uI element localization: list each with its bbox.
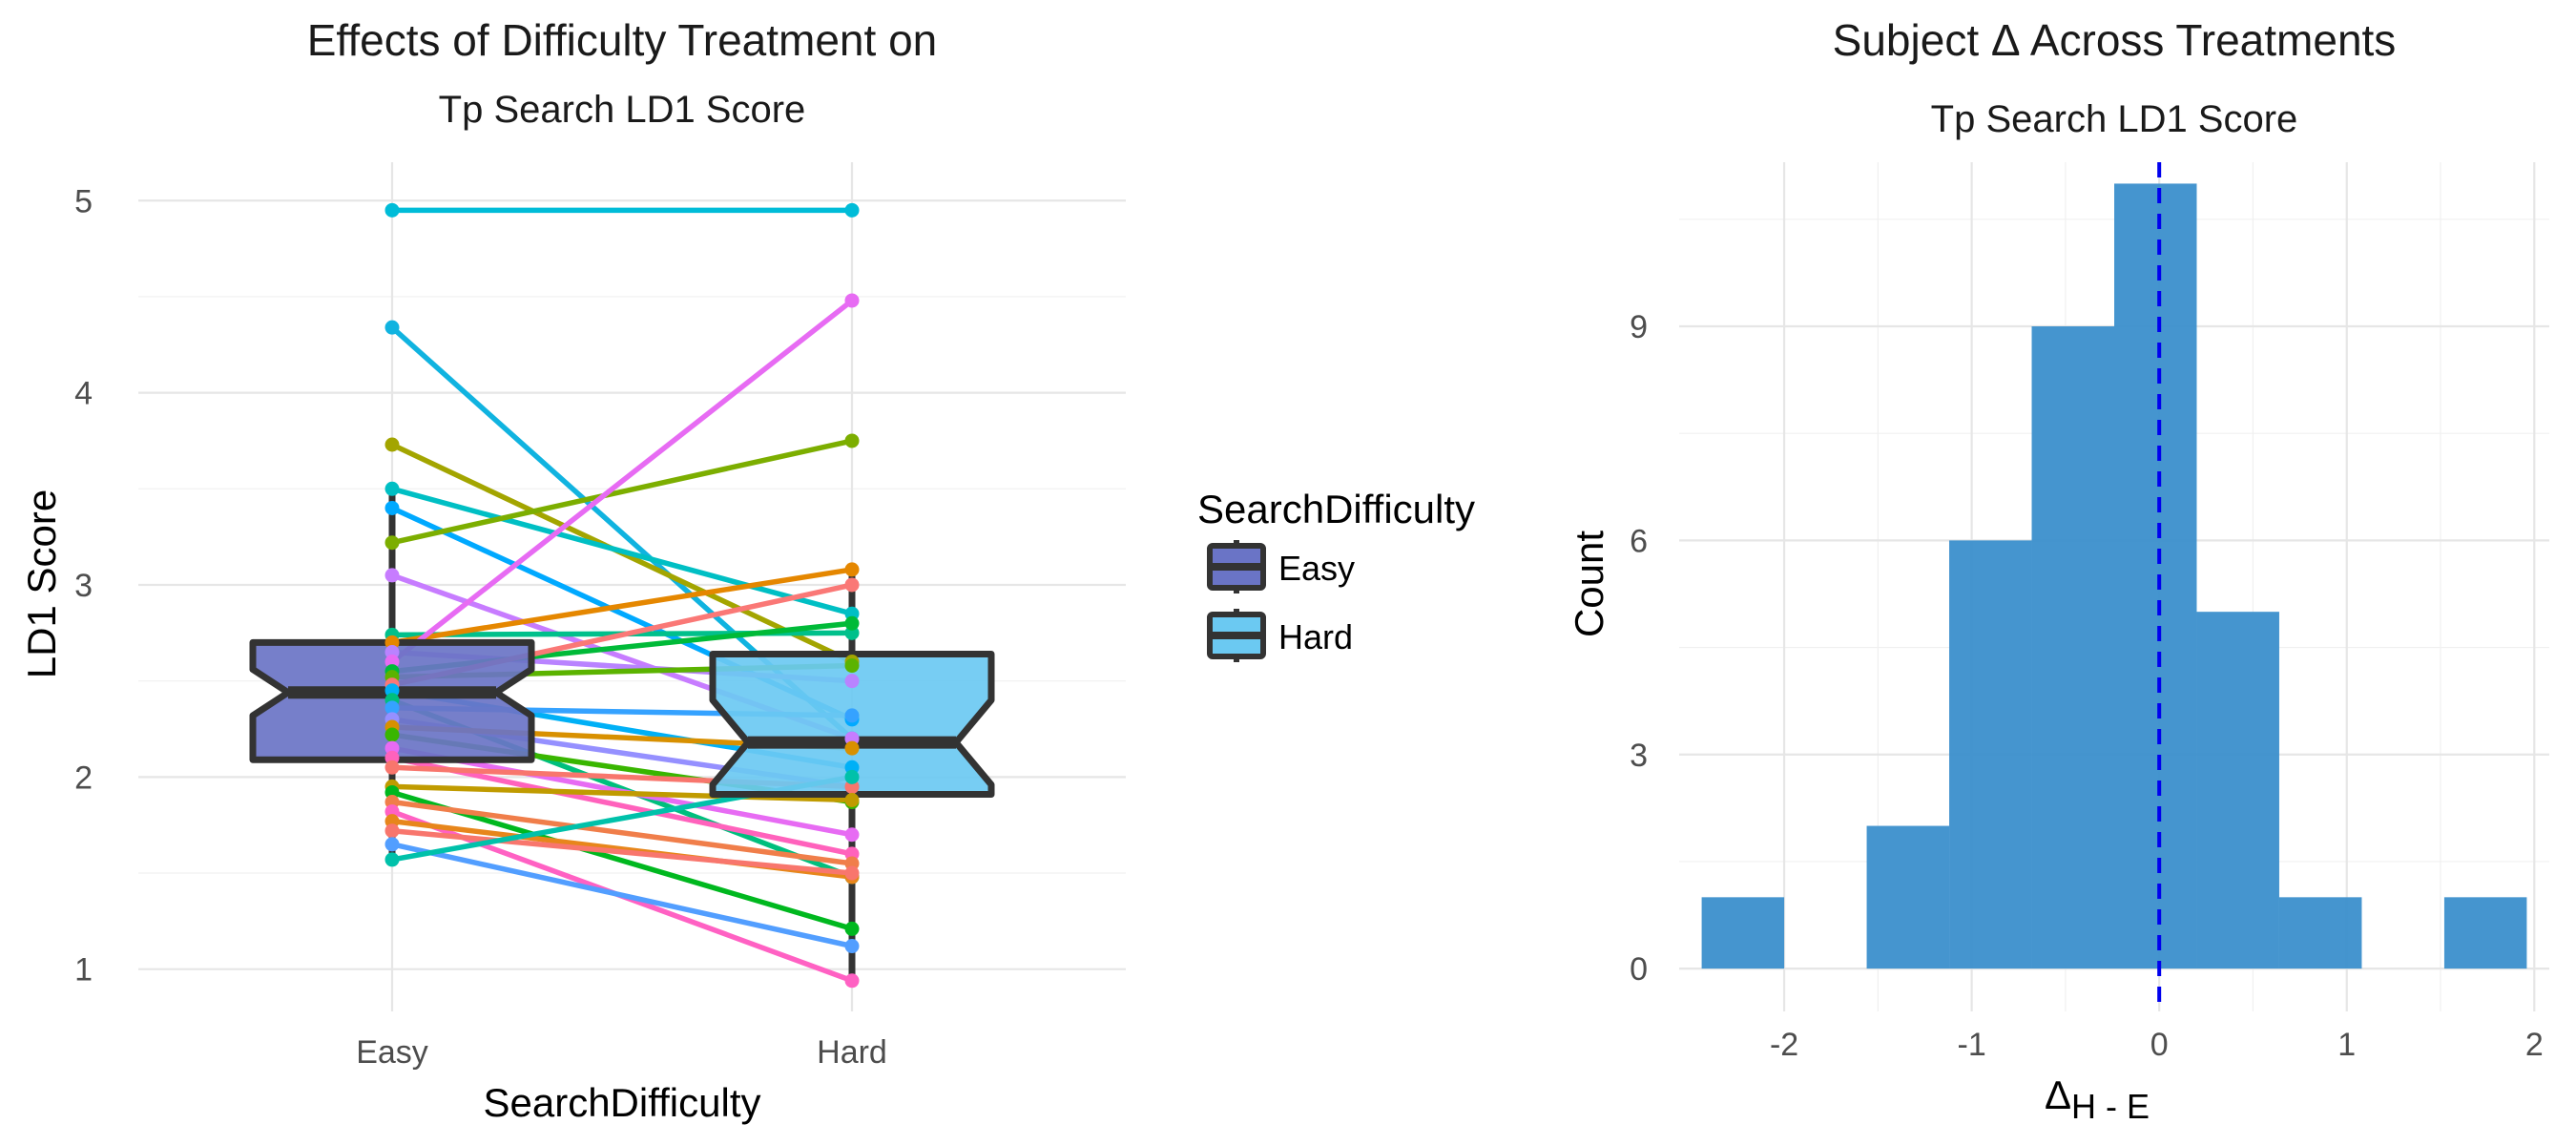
subject-line — [389, 783, 855, 803]
subject-line — [389, 567, 855, 646]
histogram-bar — [2114, 183, 2197, 969]
point-hard — [844, 921, 860, 936]
x-tick-label: 0 — [2150, 1027, 2169, 1063]
histogram-bar — [2443, 897, 2527, 969]
histogram-bar — [2196, 612, 2279, 969]
point-hard — [844, 708, 860, 723]
y-tick-label: 2 — [74, 760, 93, 796]
point-hard — [844, 202, 860, 218]
boxplot-panel: Effects of Difficulty Treatment on Tp Se… — [19, 15, 1126, 1125]
y-tick-label: 1 — [74, 952, 93, 989]
histogram-bars — [1701, 183, 2527, 969]
point-easy — [384, 700, 400, 716]
x-tick-label: 1 — [2337, 1027, 2356, 1063]
y-tick-label: 5 — [74, 183, 93, 219]
delta-symbol: Δ — [2045, 1072, 2071, 1117]
boxplot-y-axis-title: LD1 Score — [19, 489, 64, 678]
histogram-subtitle: Tp Search LD1 Score — [1931, 98, 2298, 140]
histogram-x-axis-title: ΔH - E — [2045, 1072, 2150, 1126]
point-easy — [384, 437, 400, 452]
point-easy — [384, 535, 400, 551]
y-tick-label: 3 — [1630, 738, 1648, 774]
point-hard — [844, 865, 860, 881]
y-tick-label: 6 — [1630, 523, 1648, 559]
legend-label-easy: Easy — [1278, 549, 1355, 588]
subject-line — [389, 789, 855, 932]
y-tick-label: 9 — [1630, 309, 1648, 345]
point-hard — [844, 674, 860, 689]
boxplot-title: Effects of Difficulty Treatment on — [307, 15, 938, 65]
point-hard — [844, 827, 860, 843]
point-hard — [844, 562, 860, 577]
boxplot-y-ticks: 1 2 3 4 5 — [74, 183, 93, 988]
point-hard — [844, 615, 860, 631]
x-tick-label: Hard — [817, 1034, 887, 1071]
point-hard — [844, 740, 860, 756]
x-tick-label: 2 — [2525, 1027, 2544, 1063]
x-tick-label: Easy — [356, 1034, 428, 1071]
point-hard — [844, 973, 860, 989]
histogram-y-ticks: 0 3 6 9 — [1630, 309, 1648, 988]
subject-line — [389, 298, 855, 665]
x-tick-label: -1 — [1958, 1027, 1986, 1063]
y-tick-label: 0 — [1630, 951, 1648, 988]
histogram-bar — [1866, 825, 1950, 969]
point-easy — [384, 320, 400, 335]
histogram-x-ticks: -2 -1 0 1 2 — [1770, 1027, 2544, 1063]
point-easy — [384, 568, 400, 583]
point-easy — [384, 760, 400, 775]
y-tick-label: 4 — [74, 376, 93, 412]
subject-line — [389, 799, 855, 866]
boxplot-gridlines — [138, 162, 1126, 1011]
point-hard — [844, 769, 860, 784]
delta-subscript: H - E — [2071, 1087, 2150, 1126]
legend-title: SearchDifficulty — [1197, 487, 1475, 531]
point-hard — [844, 793, 860, 808]
point-easy — [384, 481, 400, 496]
point-easy — [384, 727, 400, 742]
boxplots — [249, 489, 995, 981]
y-tick-label: 3 — [74, 568, 93, 604]
boxplot-x-ticks: Easy Hard — [356, 1034, 887, 1071]
boxplot-subtitle: Tp Search LD1 Score — [439, 89, 806, 131]
point-hard — [844, 433, 860, 448]
histogram-title: Subject Δ Across Treatments — [1833, 15, 2397, 65]
point-hard — [844, 939, 860, 954]
subject-line — [389, 827, 855, 876]
histogram-bar — [2031, 326, 2114, 969]
subject-points — [384, 202, 860, 989]
histogram-bar — [2278, 897, 2362, 969]
subject-line — [389, 438, 855, 546]
subject-line — [389, 486, 855, 616]
subject-lines — [389, 207, 855, 984]
point-easy — [384, 823, 400, 839]
x-tick-label: -2 — [1770, 1027, 1798, 1063]
point-easy — [384, 852, 400, 867]
histogram-bar — [1949, 540, 2032, 969]
boxplot-x-axis-title: SearchDifficulty — [483, 1080, 760, 1125]
subject-line — [389, 755, 855, 857]
legend-items: Easy Hard — [1207, 540, 1355, 662]
histogram-y-axis-title: Count — [1567, 531, 1611, 637]
legend-label-hard: Hard — [1278, 617, 1353, 656]
point-hard — [844, 577, 860, 593]
point-easy — [384, 202, 400, 218]
histogram-panel: Subject Δ Across Treatments Tp Search LD… — [1567, 15, 2549, 1126]
point-hard — [844, 658, 860, 674]
point-easy — [384, 500, 400, 515]
point-easy — [384, 837, 400, 852]
subject-line — [389, 842, 855, 949]
legend: SearchDifficulty Easy Hard — [1197, 487, 1475, 662]
histogram-bar — [1701, 897, 1785, 969]
point-hard — [844, 293, 860, 308]
